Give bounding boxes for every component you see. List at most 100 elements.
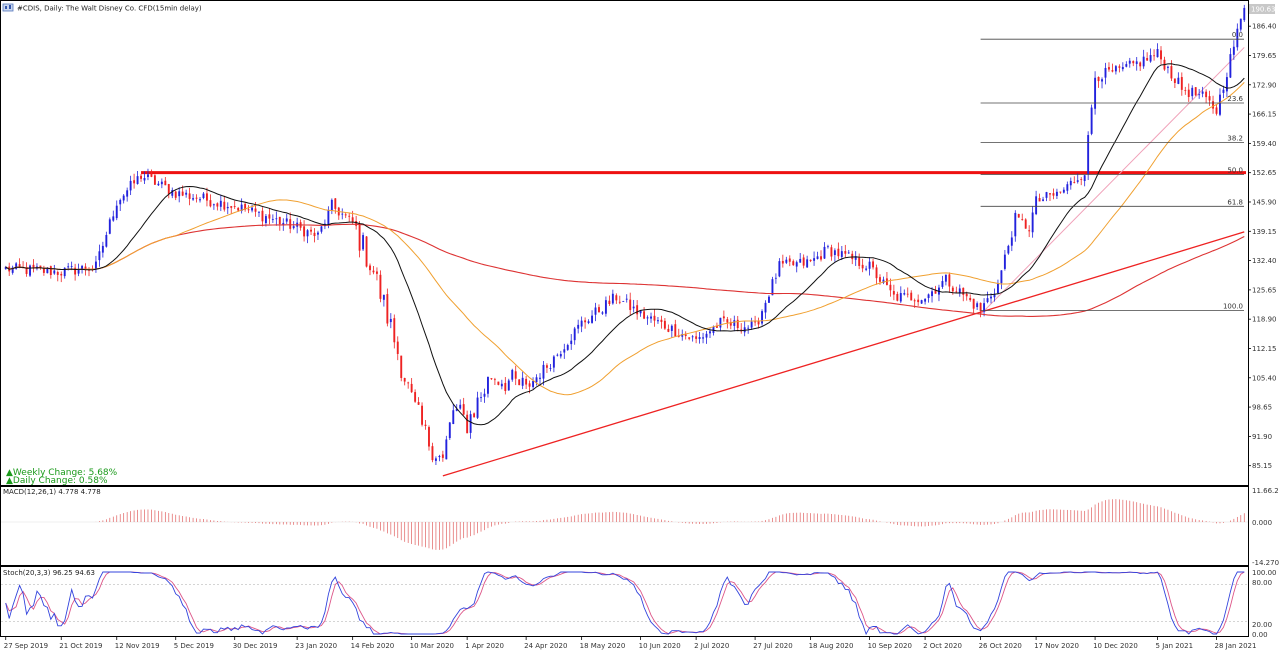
candle (171, 187, 174, 199)
candle-body (549, 368, 552, 369)
candle (29, 264, 31, 278)
candle (53, 264, 56, 275)
price-axis-label: 159.40 (1252, 140, 1277, 148)
candle-body (636, 305, 639, 315)
last-price-tag: 190.63 (1249, 4, 1276, 14)
window-icon[interactable] (2, 3, 14, 12)
candle-body (4, 266, 7, 270)
candle-body (931, 291, 933, 297)
candle (424, 419, 427, 430)
candle-body (820, 256, 822, 260)
candle (625, 294, 628, 303)
date-axis-label: 2 Oct 2020 (923, 642, 962, 650)
candle-body (1087, 135, 1090, 174)
candle-body (591, 315, 593, 323)
candle-body (788, 258, 791, 262)
candle-body (212, 204, 215, 206)
candle-body (542, 364, 545, 379)
candle (1094, 71, 1097, 115)
stoch-signal-line (5, 571, 1245, 635)
candle (598, 304, 600, 313)
candle-body (1177, 77, 1180, 84)
candle-body (1021, 219, 1024, 220)
candle (1014, 210, 1017, 242)
candle-body (969, 297, 972, 301)
candle (702, 332, 705, 344)
fib-level-label: 23.6 (1227, 95, 1243, 103)
candle (931, 287, 933, 303)
candle (549, 364, 552, 372)
candle (49, 265, 52, 279)
candle-body (174, 191, 177, 198)
candle (264, 213, 267, 227)
candle (164, 176, 167, 186)
candle-body (556, 354, 559, 356)
candle (32, 259, 35, 273)
candle-body (1173, 78, 1176, 83)
candle (889, 278, 892, 297)
candle-body (452, 410, 455, 425)
candle-body (799, 258, 802, 263)
candle-body (1080, 179, 1083, 180)
candle (372, 266, 375, 275)
candle (98, 244, 101, 267)
fibonacci-layer: 0.0 23.6 38.2 50.0 61.8 100.0 (980, 31, 1244, 311)
candle (278, 216, 281, 231)
candle-body (216, 203, 219, 207)
price-axis-label: 172.90 (1252, 81, 1277, 89)
candle-body (667, 328, 670, 332)
macd-histogram-layer (1, 499, 1248, 550)
candle-body (192, 198, 195, 200)
candle-body (122, 195, 125, 201)
candle (188, 187, 191, 206)
price-axis-label: 91.90 (1252, 433, 1272, 441)
candle-body (528, 383, 531, 387)
candle-body (233, 206, 236, 207)
date-axis-label: 5 Jan 2021 (1156, 642, 1194, 650)
candle (958, 284, 961, 297)
candle-body (781, 260, 784, 264)
candle-body (167, 184, 170, 195)
candle-body (160, 181, 163, 185)
candle (608, 295, 611, 306)
date-axis-label: 24 Apr 2020 (524, 642, 567, 650)
candle (1101, 77, 1103, 89)
candle (826, 244, 829, 249)
candle-body (230, 206, 233, 208)
candle (320, 225, 323, 234)
candle-body (487, 376, 489, 394)
candle-body (466, 414, 469, 434)
candle (729, 318, 732, 330)
candle (795, 260, 798, 273)
candle-body (1059, 191, 1062, 193)
price-axis-label: 118.90 (1252, 316, 1277, 324)
candle-body (778, 261, 781, 277)
candle (847, 249, 850, 254)
candle (972, 298, 975, 314)
candle-body (608, 300, 611, 305)
candle (1076, 173, 1079, 184)
candle-body (1066, 184, 1069, 191)
candle-body (736, 319, 739, 329)
candle (639, 310, 642, 317)
price-axis-label: 132.40 (1252, 257, 1277, 265)
candle-body (691, 336, 694, 338)
candle-body (847, 252, 850, 254)
candle (865, 265, 868, 272)
candle-body (518, 379, 521, 386)
candle (861, 258, 864, 273)
candle-body (434, 458, 437, 461)
candle-body (1118, 66, 1121, 68)
candle (872, 258, 875, 270)
candle (1049, 192, 1051, 201)
candle-body (112, 216, 115, 221)
candle-body (1007, 245, 1010, 254)
candle (566, 343, 569, 351)
candle-body (941, 281, 944, 287)
candle-body (1135, 61, 1138, 64)
candle-body (480, 397, 482, 399)
candle-body (851, 253, 854, 260)
candle-body (771, 279, 774, 296)
candle (618, 295, 621, 305)
candle (969, 294, 972, 302)
